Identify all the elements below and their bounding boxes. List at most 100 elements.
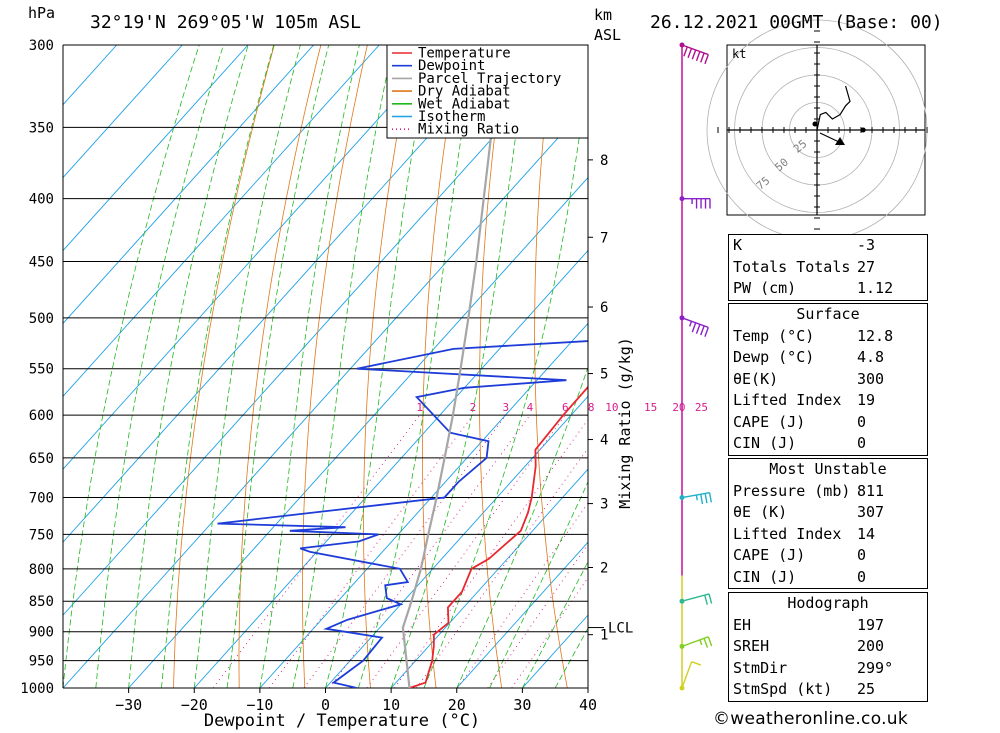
index-label: K xyxy=(733,236,743,254)
mixing-ratio-value-label: 25 xyxy=(695,401,708,414)
index-value: 1.12 xyxy=(857,279,894,297)
index-row-surface: Dewp (°C) 4.8 xyxy=(729,347,927,369)
isotherm-line xyxy=(63,45,380,398)
index-box-title: Surface xyxy=(796,305,860,323)
index-row-general: Totals Totals 27 xyxy=(729,257,927,279)
index-value: 197 xyxy=(857,615,885,634)
profile-lines xyxy=(217,45,588,688)
dry-adiabat-line xyxy=(972,45,1000,688)
hodograph-trace xyxy=(816,85,851,131)
index-value: 811 xyxy=(857,481,885,500)
axes: 3003504004505005506006507007508008509009… xyxy=(20,38,633,714)
wind-barb-feather xyxy=(707,636,713,647)
wind-barb-feather xyxy=(695,494,698,501)
index-value: 300 xyxy=(857,369,885,388)
index-row-surface: Lifted Index 19 xyxy=(729,390,927,412)
x-tick-label: 20 xyxy=(448,696,466,714)
wind-barb-feather xyxy=(704,327,709,337)
index-row-surface: CIN (J) 0 xyxy=(729,433,927,455)
index-row-most-unstable: θE (K) 307 xyxy=(729,502,927,524)
km-unit-label: km xyxy=(594,6,612,24)
mixing-ratio-line xyxy=(394,418,588,688)
datetime-title: 26.12.2021 00GMT (Base: 00) xyxy=(650,12,943,33)
index-value: 14 xyxy=(857,524,876,543)
wind-barb-feather xyxy=(703,638,709,648)
wind-barb-shaft xyxy=(681,593,710,602)
pressure-tick-label: 850 xyxy=(29,594,54,610)
wind-barb-shaft xyxy=(681,636,709,648)
mixing-ratio-line xyxy=(416,447,588,688)
index-box-general: K -3 Totals Totals 27 PW (cm) 1.12 xyxy=(728,234,928,301)
pressure-tick-label: 550 xyxy=(29,362,54,378)
wet-adiabat-line xyxy=(128,45,249,688)
index-box-title: Most Unstable xyxy=(769,460,887,478)
isotherm-line xyxy=(63,45,314,325)
mixing-ratio-line xyxy=(268,414,474,688)
wind-barb-feather xyxy=(688,321,693,327)
isotherm-line xyxy=(63,45,249,252)
mixing-ratio-line xyxy=(366,414,566,688)
index-label: PW (cm) xyxy=(733,279,797,297)
index-label: Totals Totals xyxy=(733,257,851,276)
index-value: 25 xyxy=(857,680,876,698)
index-value: 12.8 xyxy=(857,326,894,345)
x-tick-label: 0 xyxy=(321,696,330,714)
wet-adiabat-line xyxy=(456,366,588,688)
index-label: EH xyxy=(733,615,752,634)
wet-adiabat-line xyxy=(193,45,301,688)
index-box-hodograph: Hodograph EH 197 SREH 200 StmDir 299° StmSpd (k… xyxy=(728,592,928,702)
index-value: 4.8 xyxy=(857,348,885,366)
wet-adiabat-line xyxy=(259,45,360,688)
wind-barb-feather xyxy=(700,494,704,505)
index-row-most-unstable: CIN (J) 0 xyxy=(729,567,927,589)
mixing-ratio-axis-title: Mixing Ratio (g/kg) xyxy=(616,337,634,509)
isotherm-line xyxy=(325,395,588,688)
temperature-line xyxy=(409,385,588,688)
wind-barb-feather xyxy=(704,54,709,65)
dry-adiabat-line xyxy=(926,45,1000,688)
index-label: Lifted Index xyxy=(733,524,842,543)
mixing-ratio-labels: 1 2 3 4 6 8 10 15 20 25 xyxy=(416,401,708,414)
km-tick-label: 7 xyxy=(600,230,608,246)
wind-barb-feather xyxy=(695,51,701,62)
pressure-tick-label: 650 xyxy=(29,451,54,467)
index-row-hodograph: EH 197 xyxy=(729,615,927,637)
index-value: 200 xyxy=(857,637,885,655)
index-row-general: PW (cm) 1.12 xyxy=(729,278,927,300)
x-tick-label: −30 xyxy=(115,696,142,714)
credit-text: ©weatheronline.co.uk xyxy=(713,709,909,729)
index-row-most-unstable: CAPE (J) 0 xyxy=(729,545,927,567)
legend-entry: Dewpoint xyxy=(418,58,485,74)
wet-adiabat-line xyxy=(489,480,588,688)
mixing-ratio-value-label: 4 xyxy=(527,401,534,414)
lcl-label: LCL xyxy=(608,621,633,637)
wind-barb-feather xyxy=(691,661,702,666)
dry-adiabat-line xyxy=(640,45,699,688)
index-value: 307 xyxy=(857,503,885,521)
wind-barb-feather xyxy=(695,324,701,334)
x-tick-label: −10 xyxy=(246,696,273,714)
wet-adiabat-line xyxy=(226,45,330,688)
index-value: 299° xyxy=(857,658,894,677)
isotherm-line xyxy=(259,322,588,688)
pressure-tick-label: 900 xyxy=(29,625,54,641)
location-title: 32°19'N 269°05'W 105m ASL xyxy=(90,12,361,33)
index-label: θE (K) xyxy=(733,503,788,521)
isotherm-line xyxy=(63,103,588,688)
wet-adiabat-line xyxy=(292,45,394,688)
wind-barb-feather xyxy=(699,639,703,646)
isotherm-line xyxy=(63,45,577,616)
pressure-tick-label: 500 xyxy=(29,311,54,327)
pressure-unit-label: hPa xyxy=(28,4,55,22)
index-row-hodograph: SREH 200 xyxy=(729,636,927,658)
index-label: CAPE (J) xyxy=(733,412,806,431)
mixing-ratio-value-label: 20 xyxy=(672,401,685,414)
parcel-trajectory-line xyxy=(401,45,505,688)
mixing-ratio-line xyxy=(303,414,507,688)
index-label: StmDir xyxy=(733,658,788,677)
pressure-tick-label: 1000 xyxy=(20,681,54,697)
index-box-title: Hodograph xyxy=(787,594,869,612)
legend-entry: Wet Adiabat xyxy=(418,96,511,112)
storm-motion-line xyxy=(819,132,840,143)
